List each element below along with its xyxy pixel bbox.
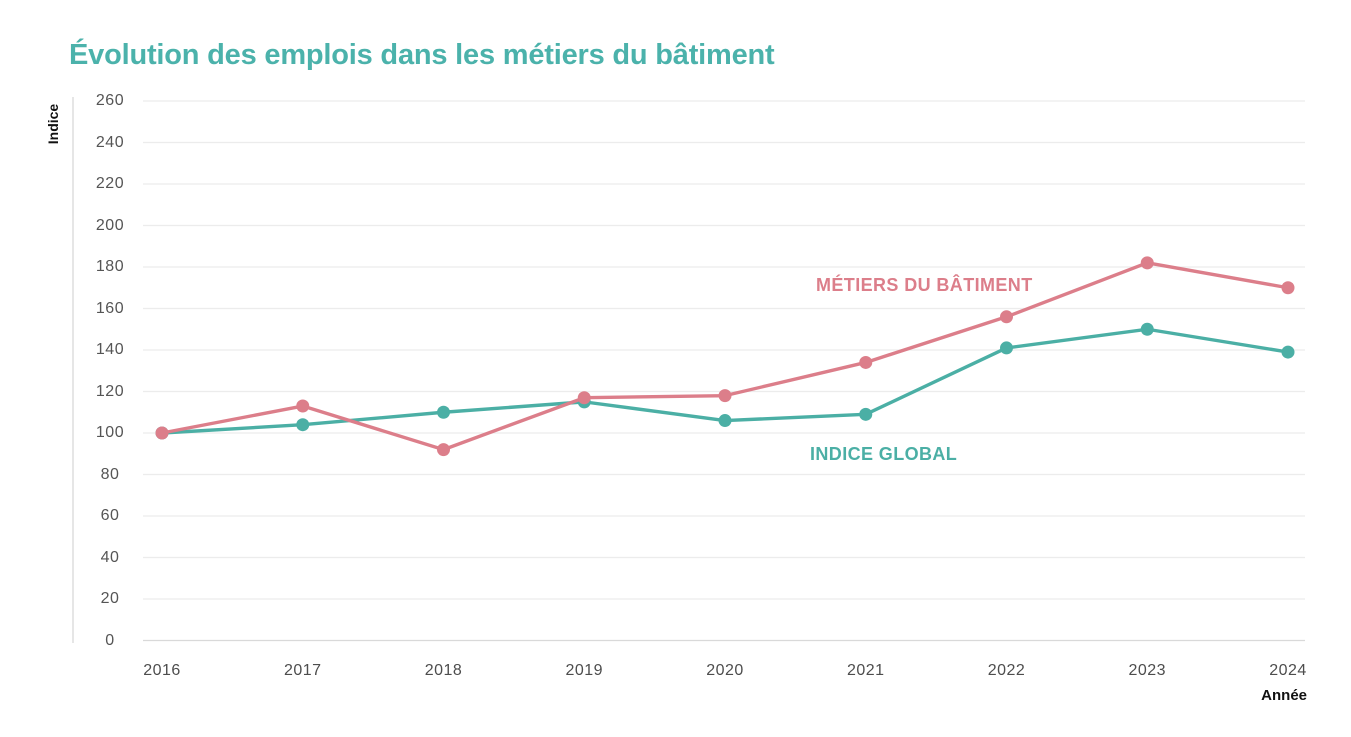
x-tick-label: 2016 — [143, 662, 181, 679]
data-point-1 — [1140, 322, 1154, 336]
series-label-metiers-du-batiment: MÉTIERS DU BÂTIMENT — [816, 275, 1033, 295]
y-tick-label: 60 — [100, 507, 120, 524]
x-tick-label: 2023 — [1128, 662, 1167, 679]
data-point-1 — [296, 418, 310, 432]
y-tick-label: 240 — [95, 133, 125, 151]
x-tick-label: 2021 — [846, 662, 885, 679]
data-point-0 — [155, 426, 169, 440]
y-tick-label: 120 — [95, 382, 125, 400]
data-point-0 — [437, 443, 450, 457]
data-point-0 — [718, 389, 732, 403]
data-point-1 — [437, 405, 450, 419]
data-point-1 — [1281, 345, 1295, 359]
x-tick-label: 2017 — [283, 662, 322, 679]
data-point-0 — [859, 355, 873, 369]
x-tick-label: 2020 — [706, 662, 744, 679]
x-axis-title: Année — [1261, 687, 1307, 704]
x-tick-label: 2018 — [424, 662, 463, 679]
data-point-1 — [718, 414, 732, 428]
data-point-1 — [1000, 341, 1013, 355]
x-tick-label: 2024 — [1269, 662, 1307, 679]
data-point-0 — [1281, 281, 1295, 295]
data-point-0 — [577, 391, 591, 405]
data-point-0 — [296, 399, 310, 413]
y-tick-label: 200 — [95, 216, 125, 234]
y-tick-label: 220 — [95, 175, 125, 192]
y-tick-label: 260 — [95, 92, 125, 109]
data-point-0 — [1140, 256, 1154, 270]
y-tick-label: 40 — [100, 548, 120, 566]
y-tick-label: 160 — [95, 299, 125, 317]
data-point-1 — [859, 407, 873, 421]
y-tick-label: 0 — [105, 631, 115, 649]
x-tick-label: 2022 — [987, 662, 1026, 679]
y-tick-label: 180 — [95, 258, 125, 275]
data-point-0 — [1000, 310, 1013, 324]
y-tick-label: 140 — [95, 341, 125, 358]
y-axis-title: Indice — [45, 103, 61, 145]
y-tick-label: 80 — [100, 465, 120, 483]
x-tick-label: 2019 — [565, 662, 604, 679]
y-tick-label: 20 — [100, 590, 120, 607]
chart-title: Évolution des emplois dans les métiers d… — [69, 39, 775, 71]
series-label-indice-global: INDICE GLOBAL — [810, 444, 958, 464]
y-tick-label: 100 — [95, 424, 125, 441]
